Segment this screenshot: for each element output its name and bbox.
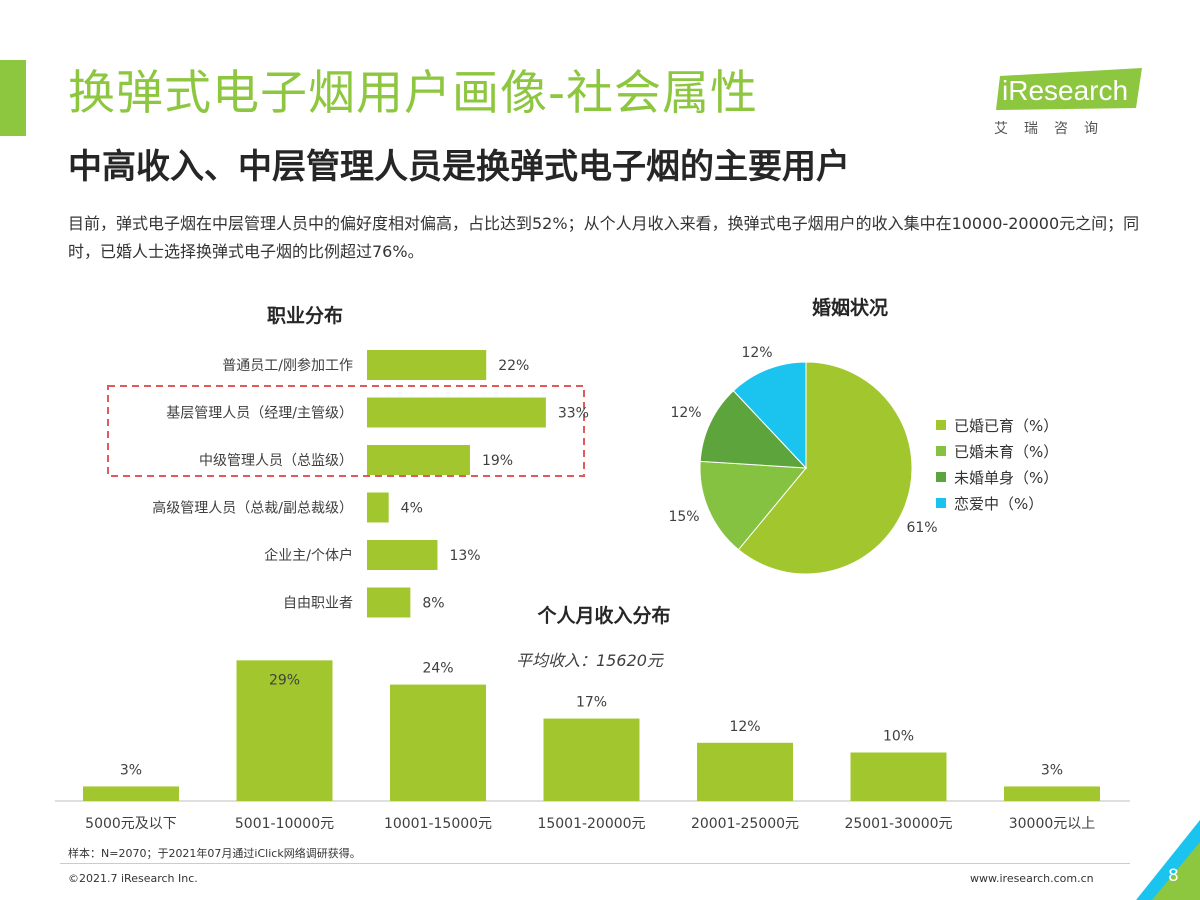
- page-number: 8: [1168, 866, 1179, 886]
- income-bar: [236, 660, 333, 801]
- pie-value-label: 15%: [668, 509, 699, 525]
- footer-divider: [60, 863, 1130, 864]
- occupation-chart-title: 职业分布: [267, 304, 343, 327]
- marriage-legend: 已婚已育（%） 已婚未育（%） 未婚单身（%） 恋爱中（%）: [936, 412, 1058, 516]
- occupation-category-label: 高级管理人员（总裁/副总裁级）: [152, 500, 353, 517]
- occupation-category-label: 基层管理人员（经理/主管级）: [166, 405, 353, 422]
- copyright-text: ©2021.7 iResearch Inc.: [68, 872, 198, 885]
- occupation-category-label: 普通员工/刚参加工作: [222, 357, 353, 374]
- pie-slice: [737, 361, 913, 575]
- logo-chinese-text: 艾瑞咨询: [994, 121, 1114, 137]
- income-category-label: 30000元以上: [1009, 816, 1096, 832]
- average-income-annotation: 平均收入：15620元: [516, 651, 665, 670]
- legend-swatch: [936, 472, 946, 482]
- iresearch-logo: iResearch: [996, 68, 1142, 110]
- occupation-value-label: 22%: [498, 358, 529, 374]
- pie-slice: [699, 390, 808, 469]
- occupation-bar-chart: 职业分布 普通员工/刚参加工作 22% 基层管理人员（经理/主管级） 33% 中级管理人…: [107, 304, 589, 618]
- income-category-label: 15001-20000元: [537, 816, 645, 832]
- legend-label: 未婚单身（%）: [954, 468, 1059, 487]
- legend-swatch: [936, 420, 946, 430]
- marriage-chart-title: 婚姻状况: [812, 296, 888, 319]
- occupation-value-label: 8%: [422, 596, 444, 612]
- income-category-label: 25001-30000元: [844, 816, 952, 832]
- income-value-label: 24%: [422, 661, 453, 677]
- title-accent-bar: [0, 60, 26, 136]
- income-bar: [390, 684, 486, 801]
- income-value-label: 17%: [576, 695, 607, 711]
- income-category-label: 5001-10000元: [235, 816, 334, 832]
- income-bar: [850, 752, 947, 801]
- logo-wordmark: iResearch: [1002, 75, 1128, 106]
- pie-value-label: 12%: [670, 405, 701, 421]
- income-bar: [697, 742, 793, 801]
- pie-slice: [732, 361, 807, 470]
- occupation-bar: [367, 350, 487, 380]
- income-value-label: 3%: [1041, 762, 1063, 778]
- occupation-bar: [367, 492, 389, 523]
- occupation-category-label: 中级管理人员（总监级）: [199, 453, 353, 469]
- page-corner-decoration: [1136, 820, 1200, 900]
- income-category-label: 10001-15000元: [384, 816, 492, 832]
- legend-item-single: 未婚单身（%）: [936, 464, 1058, 490]
- legend-swatch: [936, 446, 946, 456]
- sample-footnote: 样本：N=2070；于2021年07月通过iClick网络调研获得。: [68, 847, 361, 860]
- legend-label: 恋爱中（%）: [954, 494, 1044, 513]
- logo-badge-shape: [996, 68, 1142, 110]
- legend-label: 已婚已育（%）: [954, 416, 1059, 435]
- pie-value-label: 61%: [906, 520, 937, 536]
- marriage-pie-chart: 婚姻状况 61% 15% 12% 12%: [668, 296, 938, 575]
- occupation-value-label: 33%: [558, 406, 589, 422]
- occupation-bar: [367, 587, 411, 618]
- highlight-dashed-box: [107, 385, 585, 477]
- occupation-value-label: 19%: [482, 453, 513, 469]
- income-value-label: 29%: [269, 672, 300, 688]
- income-bar-chart: 个人月收入分布 平均收入：15620元 3% 5000元及以下 29% 5001-10…: [55, 604, 1130, 832]
- description-text: 目前，弹式电子烟在中层管理人员中的偏好度相对偏高，占比达到52%；从个人月收入来…: [68, 214, 1140, 261]
- occupation-value-label: 13%: [449, 548, 480, 564]
- income-category-label: 5000元及以下: [85, 816, 177, 832]
- legend-item-dating: 恋爱中（%）: [936, 490, 1058, 516]
- occupation-value-label: 4%: [401, 501, 423, 517]
- income-category-label: 20001-25000元: [691, 816, 799, 832]
- legend-item-married-no-children: 已婚未育（%）: [936, 438, 1058, 464]
- income-value-label: 10%: [883, 729, 914, 745]
- income-bar: [1004, 786, 1100, 801]
- pie-value-label: 12%: [741, 345, 772, 361]
- income-value-label: 3%: [120, 762, 142, 778]
- page-subtitle: 中高收入、中层管理人员是换弹式电子烟的主要用户: [68, 147, 850, 187]
- occupation-category-label: 企业主/个体户: [264, 547, 353, 564]
- occupation-category-label: 自由职业者: [283, 596, 353, 612]
- occupation-bar: [367, 540, 438, 570]
- income-bar: [83, 786, 179, 801]
- legend-swatch: [936, 498, 946, 508]
- income-bar: [543, 718, 640, 801]
- corner-green-triangle: [1152, 842, 1200, 900]
- legend-label: 已婚未育（%）: [954, 442, 1059, 461]
- income-value-label: 12%: [729, 719, 760, 735]
- income-chart-title: 个人月收入分布: [536, 604, 670, 627]
- pie-slice: [699, 460, 808, 551]
- website-link[interactable]: www.iresearch.com.cn: [970, 872, 1094, 885]
- page-title: 换弹式电子烟用户画像-社会属性: [68, 66, 758, 121]
- occupation-bar: [367, 445, 470, 475]
- occupation-bar: [367, 397, 546, 428]
- legend-item-married-with-children: 已婚已育（%）: [936, 412, 1058, 438]
